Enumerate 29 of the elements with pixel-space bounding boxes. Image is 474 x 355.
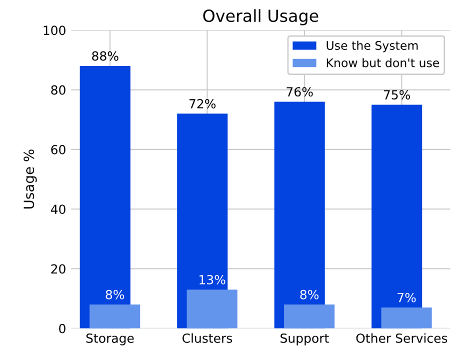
data-label: 8% — [106, 290, 124, 300]
legend-label: Use the System — [326, 40, 418, 52]
y-tick-label: 0 — [59, 324, 66, 334]
chart-title: Overall Usage — [203, 9, 318, 26]
bar — [80, 66, 130, 328]
x-tick-label: Storage — [86, 333, 134, 346]
y-tick-label: 20 — [51, 264, 66, 274]
y-tick-label: 80 — [51, 85, 66, 95]
x-tick-label: Support — [280, 333, 329, 346]
data-label: 75% — [384, 90, 410, 100]
y-tick-label: 60 — [51, 144, 66, 154]
data-label: 13% — [200, 274, 226, 284]
data-label: 76% — [286, 87, 313, 97]
data-label: 8% — [300, 290, 319, 300]
data-label: 72% — [189, 99, 216, 108]
x-tick-label: Clusters — [182, 333, 232, 343]
bar — [274, 102, 325, 328]
data-label: 88% — [92, 51, 118, 61]
bar — [284, 304, 335, 328]
bar — [372, 104, 422, 328]
y-tick-label: 100 — [44, 26, 66, 36]
data-label: 7% — [398, 292, 416, 302]
bar — [381, 308, 432, 328]
bar — [186, 290, 238, 328]
legend-label: Know but don't use — [326, 58, 440, 68]
x-tick-label: Other Services — [356, 333, 448, 343]
y-axis-title: Usage % — [24, 150, 37, 209]
bar — [90, 304, 140, 328]
y-tick-label: 40 — [50, 204, 66, 214]
